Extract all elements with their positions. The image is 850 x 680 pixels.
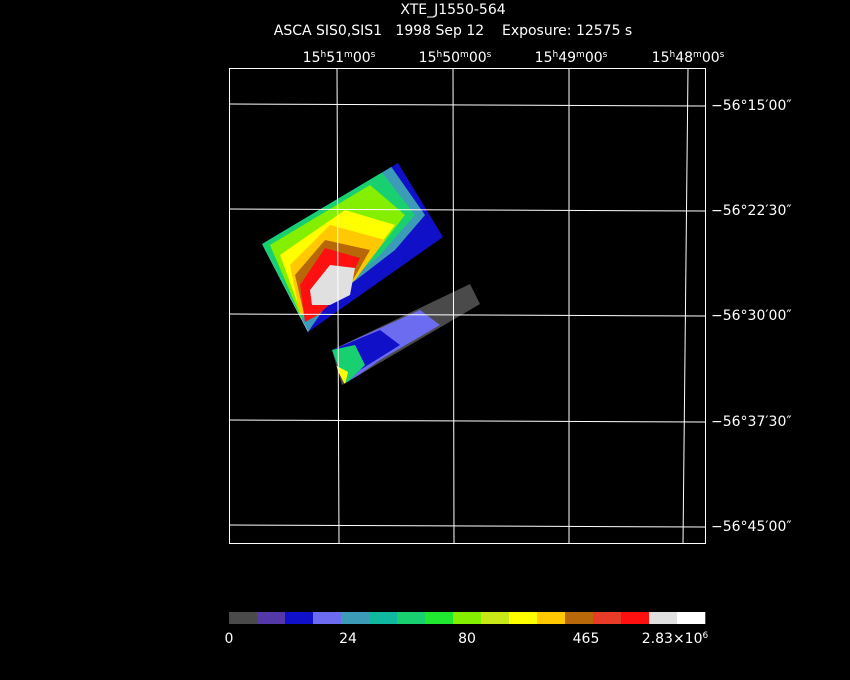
colorbar-segment — [285, 612, 314, 624]
colorbar-label: 2.83×106 — [642, 631, 709, 647]
superscript: h — [552, 50, 558, 60]
colorbar-segment — [341, 612, 370, 624]
colorbar-segment — [425, 612, 454, 624]
dec-label: −56°37′30″ — [711, 414, 792, 430]
coordinate-grid — [228, 67, 706, 544]
label-part: 15 — [652, 50, 670, 66]
superscript: s — [603, 50, 608, 60]
colorbar-segment — [677, 612, 706, 624]
colorbar-segment — [369, 612, 398, 624]
superscript: s — [720, 50, 725, 60]
label-part: 0 — [225, 631, 234, 647]
colorbar-segment — [565, 612, 594, 624]
label-part: 15 — [535, 50, 553, 66]
superscript: h — [669, 50, 675, 60]
label-part: 465 — [573, 631, 600, 647]
colorbar-segment — [229, 612, 258, 624]
colorbar-segment — [313, 612, 342, 624]
colorbar-label: 0 — [225, 631, 234, 647]
label-part: 00 — [353, 50, 371, 66]
label-part: 80 — [458, 631, 476, 647]
label-part: 49 — [558, 50, 576, 66]
axis-labels: 15h51m00s 15h50m00s 15h49m00s 15h48m00s−56°… — [303, 50, 792, 535]
frame — [229, 68, 706, 544]
colorbar-label: 80 — [458, 631, 476, 647]
ra-label: 15h50m00s — [419, 50, 492, 66]
label-part: 48 — [675, 50, 693, 66]
colorbar-label: 465 — [573, 631, 600, 647]
superscript: m — [576, 50, 585, 60]
label-part: 00 — [469, 50, 487, 66]
colorbar-segment — [509, 612, 538, 624]
label-part: 50 — [442, 50, 460, 66]
subtitle: ASCA SIS0,SIS1 1998 Sep 12 Exposure: 125… — [274, 23, 632, 39]
label-part: 15 — [303, 50, 321, 66]
ra-label: 15h51m00s — [303, 50, 376, 66]
colorbar-segment — [537, 612, 566, 624]
colorbar-segment — [453, 612, 482, 624]
dec-label: −56°30′00″ — [711, 308, 792, 324]
title: XTE_J1550-564 — [400, 2, 505, 18]
superscript: 6 — [702, 631, 708, 641]
label-part: 2.83×10 — [642, 631, 703, 647]
colorbar-segment — [649, 612, 678, 624]
label-part: 51 — [326, 50, 344, 66]
superscript: m — [693, 50, 702, 60]
superscript: m — [344, 50, 353, 60]
superscript: h — [436, 50, 442, 60]
label-part: 24 — [339, 631, 357, 647]
label-part: 00 — [585, 50, 603, 66]
superscript: s — [487, 50, 492, 60]
dec-label: −56°15′00″ — [711, 98, 792, 114]
superscript: h — [320, 50, 326, 60]
colorbar-label: 24 — [339, 631, 357, 647]
colorbar-segment — [257, 612, 286, 624]
colorbar-segment — [397, 612, 426, 624]
colorbar-segment — [481, 612, 510, 624]
colorbar-segment — [593, 612, 622, 624]
label-part: 15 — [419, 50, 437, 66]
ra-label: 15h48m00s — [652, 50, 725, 66]
superscript: m — [460, 50, 469, 60]
colorbar-segment — [621, 612, 650, 624]
dec-label: −56°22′30″ — [711, 203, 792, 219]
dec-label: −56°45′00″ — [711, 519, 792, 535]
label-part: 00 — [702, 50, 720, 66]
superscript: s — [371, 50, 376, 60]
ra-label: 15h49m00s — [535, 50, 608, 66]
